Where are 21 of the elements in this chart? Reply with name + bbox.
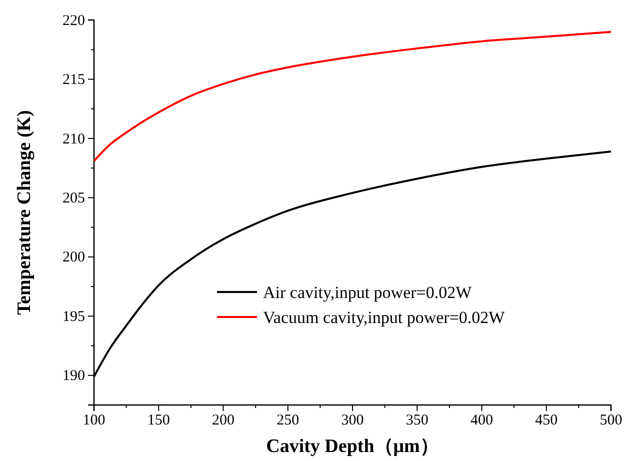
y-tick-label: 210 — [62, 131, 85, 148]
x-axis-title: Cavity Depth（μm） — [266, 436, 439, 457]
x-tick-label: 250 — [276, 412, 300, 429]
y-tick-label: 220 — [62, 12, 85, 29]
legend-label: Air cavity,input power=0.02W — [263, 282, 473, 302]
x-tick-label: 350 — [406, 412, 428, 429]
y-tick-label: 215 — [62, 72, 85, 88]
y-axis-title: Temperature Change (K) — [14, 110, 35, 315]
y-tick-label: 200 — [62, 250, 85, 266]
y-tick-label: 190 — [62, 368, 85, 384]
legend-label: Vacuum cavity,input power=0.02W — [263, 308, 506, 327]
y-tick-label: 195 — [62, 308, 85, 325]
x-tick-label: 100 — [82, 412, 106, 429]
y-tick-label: 205 — [62, 190, 85, 206]
x-tick-label: 300 — [341, 412, 364, 429]
line-series — [93, 30, 612, 162]
x-tick-label: 450 — [535, 412, 558, 429]
x-tick-label: 150 — [147, 412, 170, 429]
x-tick-label: 500 — [600, 412, 622, 429]
x-tick-label: 200 — [212, 412, 234, 429]
x-tick-label: 400 — [470, 412, 493, 429]
